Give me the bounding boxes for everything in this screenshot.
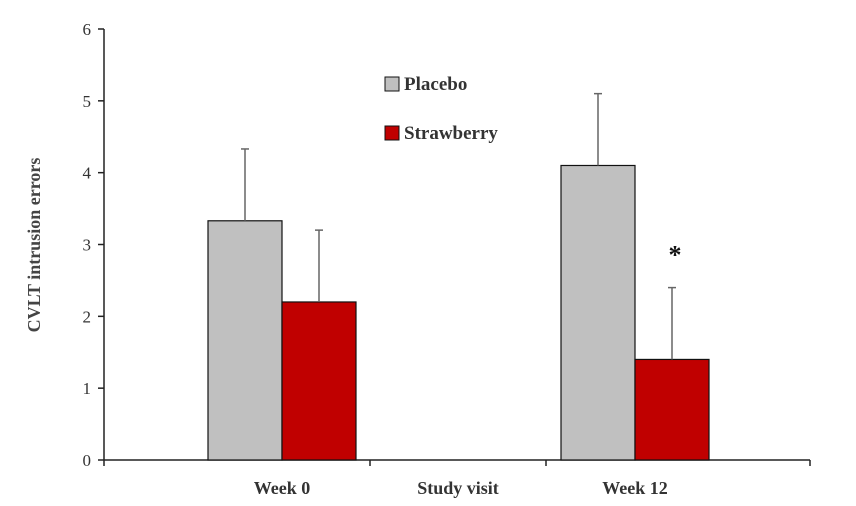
y-tick-label: 2 [83,307,92,326]
y-tick-label: 3 [83,236,92,255]
annotations: * [669,241,682,270]
y-ticks: 0 1 2 3 4 5 6 [83,20,104,470]
bar-placebo-week-12 [560,164,636,461]
y-tick-label: 6 [83,20,92,39]
bar-strawberry-week-0 [281,301,357,461]
y-axis-label: CVLT intrusion errors [24,158,44,333]
significance-asterisk: * [669,241,682,270]
bars [207,92,710,461]
legend-swatch-strawberry [384,125,400,141]
legend-label-strawberry: Strawberry [404,123,498,144]
y-tick-label: 0 [83,451,92,470]
x-tick-label: Study visit [417,478,499,498]
x-tick-label: Week 0 [254,478,311,498]
x-tick-label: Week 12 [602,478,668,498]
y-tick-label: 4 [83,164,92,183]
bar-strawberry-week-12 [634,358,710,461]
legend: Placebo Strawberry [384,74,498,144]
y-tick-label: 5 [83,92,92,111]
legend-swatch-placebo [384,76,400,92]
x-ticks: Week 0 Study visit Week 12 [103,460,811,498]
y-tick-label: 1 [83,379,92,398]
legend-label-placebo: Placebo [404,74,467,95]
bar-placebo-week-0 [207,220,283,461]
